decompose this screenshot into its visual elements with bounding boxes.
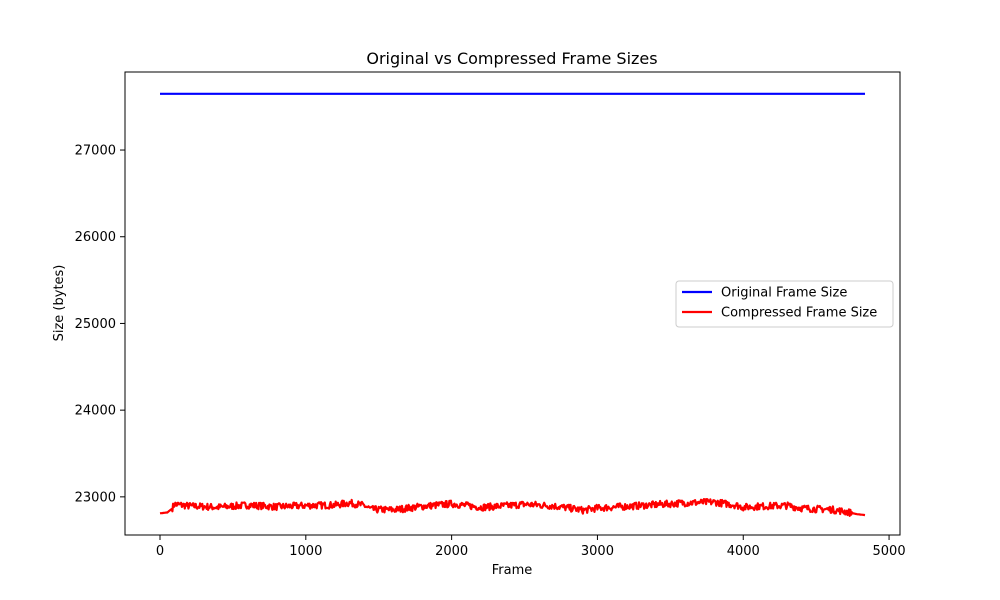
y-tick-label: 23000 bbox=[75, 490, 116, 505]
legend-label: Original Frame Size bbox=[721, 286, 847, 301]
y-tick-label: 24000 bbox=[75, 404, 116, 419]
y-axis-title: Size (bytes) bbox=[52, 265, 67, 342]
x-tick-label: 1000 bbox=[289, 544, 322, 559]
y-tick-label: 26000 bbox=[75, 230, 116, 245]
chart-title: Original vs Compressed Frame Sizes bbox=[366, 49, 657, 68]
x-tick-label: 3000 bbox=[581, 544, 614, 559]
x-axis: 0 1000 2000 3000 4000 5000 bbox=[156, 535, 906, 559]
plot-frame bbox=[124, 71, 901, 536]
legend: Original Frame Size Compressed Frame Size bbox=[675, 280, 894, 328]
x-tick-label: 0 bbox=[156, 544, 164, 559]
plot-area bbox=[159, 92, 866, 518]
y-axis: 23000 24000 25000 26000 27000 bbox=[75, 144, 125, 505]
legend-label: Compressed Frame Size bbox=[721, 306, 877, 321]
legend-box bbox=[675, 280, 894, 328]
y-tick-label: 27000 bbox=[75, 144, 116, 159]
y-tick-label: 25000 bbox=[75, 317, 116, 332]
x-axis-title: Frame bbox=[492, 563, 533, 578]
series-line-compressed bbox=[159, 498, 866, 518]
x-tick-label: 2000 bbox=[435, 544, 468, 559]
x-tick-label: 5000 bbox=[873, 544, 906, 559]
x-tick-label: 4000 bbox=[727, 544, 760, 559]
